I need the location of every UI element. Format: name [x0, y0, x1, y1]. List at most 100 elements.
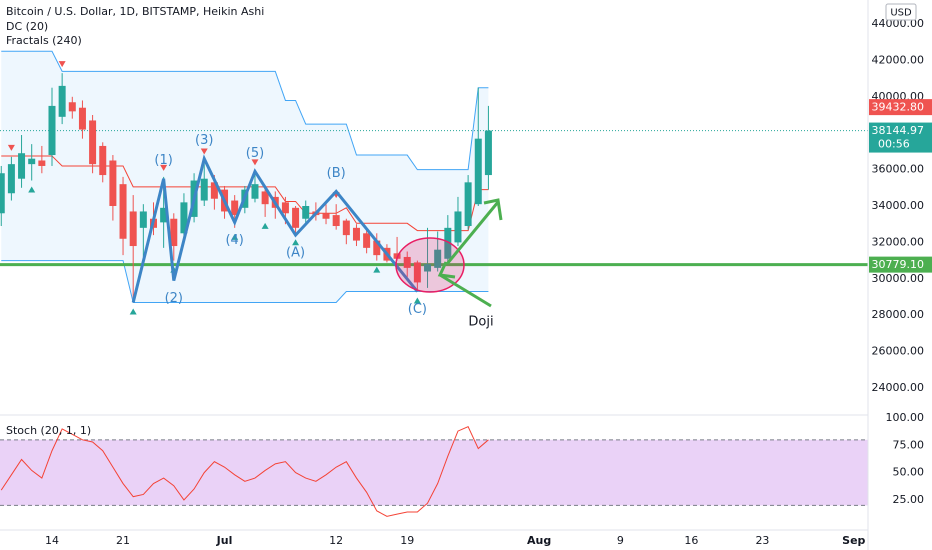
- x-tick-label: 16: [684, 534, 698, 547]
- fractal-low: [292, 239, 300, 246]
- fractal-low: [261, 222, 269, 229]
- y-tick-label: 28000.00: [872, 308, 925, 321]
- level-price-box: [869, 256, 932, 273]
- arrow: [445, 201, 500, 265]
- candle-body: [261, 191, 269, 205]
- candle-body: [180, 202, 188, 234]
- candle-body: [28, 158, 36, 165]
- y-tick-label: 36000.00: [872, 163, 925, 176]
- candle-body: [434, 249, 442, 268]
- candle-body: [119, 184, 127, 239]
- last-price: 39432.80: [872, 101, 925, 114]
- fractal-high: [251, 159, 259, 166]
- x-tick-label: 14: [45, 534, 59, 547]
- x-tick-label: 21: [116, 534, 130, 547]
- arrow-head: [483, 198, 503, 221]
- fractal-high: [7, 144, 15, 151]
- x-tick-label: 12: [329, 534, 343, 547]
- fractal-low: [413, 297, 421, 304]
- candle-body: [251, 184, 259, 199]
- candle-body: [363, 233, 371, 248]
- fractal-high: [58, 61, 66, 68]
- stoch-tick-label: 25.00: [893, 493, 925, 506]
- candle-body: [99, 145, 107, 176]
- candle-body: [231, 200, 239, 216]
- candle-body: [109, 160, 117, 206]
- wave-label: (3): [195, 133, 213, 148]
- x-tick-label: Sep: [842, 534, 865, 547]
- stoch-tick-label: 100.00: [886, 411, 925, 424]
- wave-label: (B): [327, 166, 346, 181]
- y-tick-label: 42000.00: [872, 53, 925, 66]
- candle-body: [424, 264, 432, 272]
- wave-label: (4): [225, 233, 243, 248]
- candle-body: [68, 102, 76, 112]
- candle-body: [58, 85, 66, 117]
- main-pane: (1) (2) (3) (4) (5) (A) (B) (C): [0, 50, 868, 317]
- stoch-tick-label: 75.00: [893, 438, 925, 451]
- candle-body: [38, 160, 46, 166]
- stoch-line: [0, 426, 489, 517]
- candle-body: [129, 211, 137, 247]
- candle-body: [18, 153, 26, 179]
- candle-body: [7, 164, 15, 194]
- candle-body: [454, 211, 462, 243]
- price-axis-bg: [868, 0, 932, 550]
- candle-body: [78, 107, 86, 130]
- candle-body: [281, 202, 289, 214]
- candle-body: [302, 205, 310, 219]
- stoch-band-fill: [0, 439, 868, 506]
- y-tick-label: 26000.00: [872, 345, 925, 358]
- candle-body: [210, 182, 218, 199]
- wave-label: (A): [286, 246, 305, 261]
- candle-body: [292, 207, 300, 228]
- x-tick-label: 19: [400, 534, 414, 547]
- axes: 24000.00 26000.00 28000.00 30000.00 32000.00…: [867, 0, 932, 550]
- current-price: 38144.97: [872, 124, 925, 137]
- y-tick-label: 32000.00: [872, 235, 925, 248]
- candle-body: [464, 182, 472, 227]
- dc-lower: [1, 260, 489, 303]
- candle-body: [200, 178, 208, 201]
- indicator-label: DC (20): [6, 20, 48, 33]
- x-tick-label: Aug: [527, 534, 551, 547]
- candle-body: [413, 262, 421, 283]
- fractal-low: [28, 186, 36, 193]
- candle-body: [48, 105, 56, 156]
- last-price-box: [869, 99, 932, 116]
- wave-label: (5): [246, 146, 264, 161]
- fractal-high: [160, 164, 168, 171]
- currency-box: [885, 3, 917, 21]
- indicator-label: Stoch (20, 1, 1): [6, 424, 91, 437]
- candle-body: [474, 138, 482, 205]
- x-tick-label: Jul: [216, 534, 233, 547]
- dc-upper: [1, 50, 489, 171]
- y-tick-label: 34000.00: [872, 199, 925, 212]
- candle-body: [160, 207, 168, 223]
- candle-body: [0, 173, 5, 214]
- arrow-head: [437, 261, 456, 279]
- candle-body: [352, 227, 360, 241]
- x-tick-label: 9: [617, 534, 624, 547]
- candle-body: [139, 211, 147, 228]
- fractal-high: [200, 148, 208, 155]
- current-price-box: [869, 122, 932, 153]
- candle-body: [89, 120, 97, 165]
- stoch-tick-label: 50.00: [893, 466, 925, 479]
- wave-label: (2): [165, 291, 183, 306]
- arrow: [439, 273, 492, 308]
- candle-body: [403, 256, 411, 268]
- candle-body: [332, 215, 340, 227]
- annotation: Doji: [468, 315, 493, 330]
- candle-body: [484, 130, 492, 176]
- candle-body: [444, 227, 452, 259]
- countdown: 00:56: [878, 138, 910, 151]
- symbol-title: Bitcoin / U.S. Dollar, 1D, BITSTAMP, Hei…: [6, 5, 264, 18]
- x-tick-label: 23: [755, 534, 769, 547]
- wave-label: (C): [408, 302, 427, 317]
- currency: USD: [890, 8, 912, 19]
- wave-label: (1): [154, 153, 172, 168]
- y-tick-label: 30000.00: [872, 272, 925, 285]
